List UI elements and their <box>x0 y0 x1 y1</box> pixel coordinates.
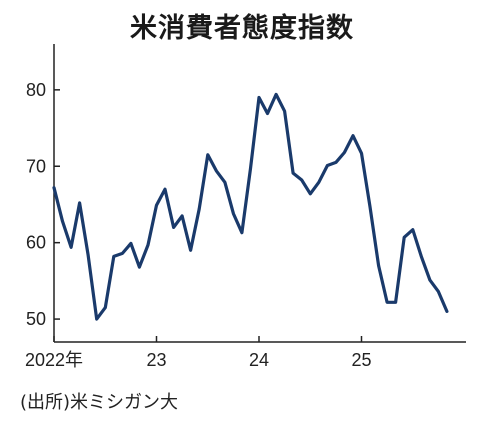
y-tick-label-60: 60 <box>26 233 46 253</box>
x-tick-label-3: 25 <box>351 350 371 370</box>
y-tick-label-80: 80 <box>26 80 46 100</box>
y-tick-label-50: 50 <box>26 309 46 329</box>
tick-labels: 50 60 70 80 2022年 23 24 25 <box>25 80 372 370</box>
plot-area <box>52 92 449 321</box>
x-tick-label-0: 2022年 <box>25 350 83 370</box>
series-line-0 <box>52 92 449 321</box>
source-note: (出所)米ミシガン大 <box>20 392 179 413</box>
axes <box>53 44 466 343</box>
chart-title: 米消費者態度指数 <box>130 13 354 44</box>
x-tick-label-2: 24 <box>249 350 269 370</box>
x-tick-label-1: 23 <box>146 350 166 370</box>
y-tick-label-70: 70 <box>26 156 46 176</box>
